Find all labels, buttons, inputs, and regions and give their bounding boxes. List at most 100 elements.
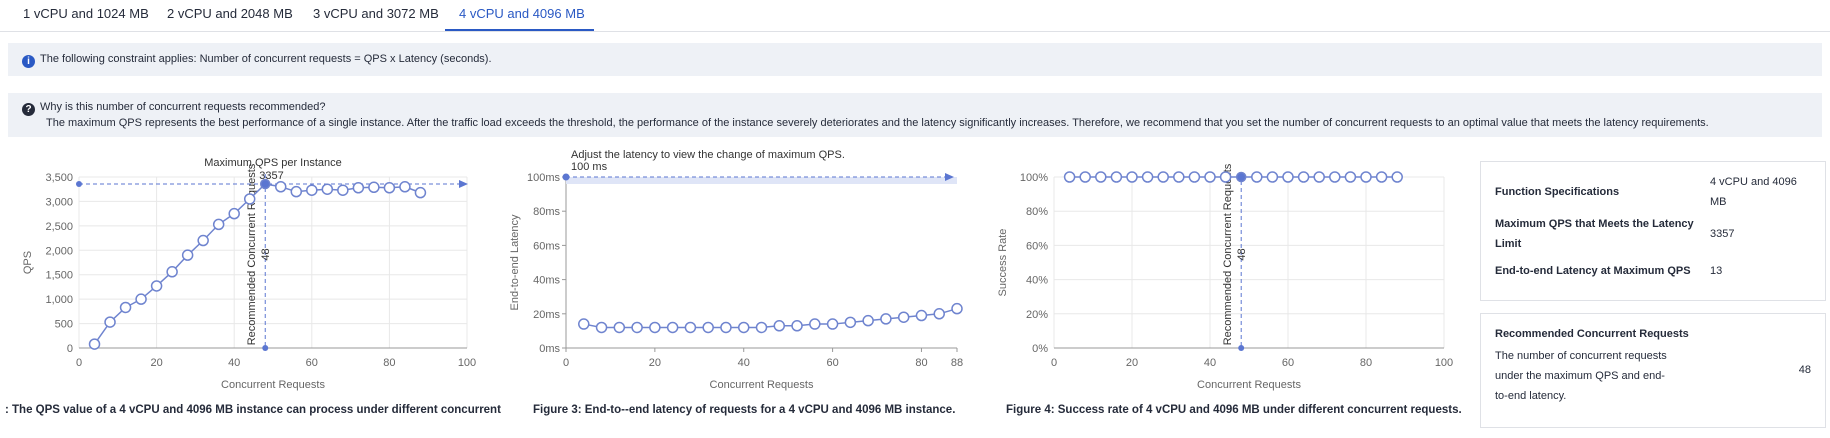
threshold-band	[566, 177, 957, 184]
tab[interactable]: 3 vCPU and 3072 MB	[313, 6, 439, 21]
data-point	[135, 293, 147, 305]
x-tick-label: 0	[1051, 357, 1057, 369]
data-point	[1188, 171, 1201, 183]
recommend-title: Recommended Concurrent Requests	[1495, 328, 1689, 340]
tab[interactable]: 4 vCPU and 4096 MB	[459, 6, 585, 21]
data-point	[826, 318, 839, 330]
charts: 0 500 1,000 1,500 2,000 2,500 3,000 3,500 0 20 40 6…	[22, 149, 1453, 391]
recommend-value: 48	[1798, 364, 1811, 376]
y-tick-label: 40ms	[533, 275, 560, 287]
threshold-handle	[562, 173, 570, 181]
tab[interactable]: 2 vCPU and 2048 MB	[167, 6, 293, 21]
x-tick-label: 100	[1435, 357, 1453, 369]
x-tick-label: 20	[150, 357, 162, 369]
data-point	[1110, 171, 1123, 183]
notice: i The following constraint applies: Numbe…	[8, 43, 1822, 76]
x-tick-label: 40	[228, 357, 240, 369]
info-icon: i	[22, 55, 35, 68]
y-tick-label: 60ms	[533, 240, 560, 252]
data-point	[1141, 171, 1154, 183]
y-tick-label: 80ms	[533, 206, 560, 218]
data-point	[897, 311, 910, 323]
data-point	[755, 321, 768, 334]
data-point	[1266, 171, 1279, 183]
data-point	[578, 318, 590, 330]
data-point	[1251, 171, 1263, 183]
data-point	[1219, 171, 1232, 183]
data-point	[649, 321, 661, 334]
y-tick-label: 3,000	[45, 196, 73, 208]
tab-underline	[445, 29, 594, 31]
data-point	[915, 309, 928, 322]
data-point	[1344, 171, 1357, 183]
data-point	[880, 313, 892, 325]
data-point	[1313, 171, 1325, 183]
tab[interactable]: 1 vCPU and 1024 MB	[23, 6, 149, 21]
y-axis-label: QPS	[22, 251, 34, 274]
data-point	[737, 321, 750, 334]
chart-title: Maximum QPS per Instance	[204, 157, 342, 169]
data-point	[119, 301, 132, 314]
chart-title: Adjust the latency to view the change of…	[571, 149, 845, 161]
recommended-value: 48	[260, 248, 272, 260]
data-point	[666, 321, 679, 334]
data-point	[368, 181, 380, 194]
x-tick-label: 100	[458, 357, 476, 369]
data-point	[862, 314, 874, 327]
data-point	[595, 321, 608, 334]
data-point	[212, 218, 225, 231]
x-tick-label: 88	[951, 357, 963, 369]
x-axis-label: Concurrent Requests	[221, 379, 325, 391]
recommended-label: Recommended Concurrent Requests	[1222, 163, 1234, 345]
notice-text: The following constraint applies: Number…	[40, 53, 492, 65]
why-text: The maximum QPS represents the best perf…	[46, 117, 1709, 129]
series-line	[583, 307, 958, 329]
caption: Figure 3: End-to--end latency of request…	[533, 404, 956, 416]
y-tick-label: 2,000	[45, 245, 73, 257]
x-tick-label: 20	[1126, 357, 1138, 369]
data-point	[1173, 171, 1185, 183]
data-point	[1063, 171, 1076, 183]
x-tick-label: 0	[563, 357, 569, 369]
y-tick-label: 1,000	[45, 294, 73, 306]
data-point	[1329, 171, 1341, 183]
data-point	[791, 320, 803, 332]
y-tick-label: 500	[55, 319, 73, 331]
y-axis-label: End-to-end Latency	[509, 214, 521, 311]
spec-value: 13	[1710, 265, 1723, 277]
data-point	[1375, 171, 1388, 183]
data-point	[166, 266, 178, 278]
y-tick-label: 0ms	[539, 343, 560, 355]
data-point	[809, 318, 821, 330]
recommended-label: Recommended Concurrent Requests	[246, 163, 258, 345]
data-point	[259, 178, 271, 190]
data-point	[1095, 171, 1107, 183]
data-point	[197, 234, 209, 247]
spec-label: Function Specifications	[1495, 186, 1620, 198]
data-point	[720, 321, 732, 334]
caption: Figure 4: Success rate of 4 vCPU and 409…	[1006, 404, 1462, 416]
caption: : The QPS value of a 4 vCPU and 4096 MB …	[5, 404, 501, 416]
data-point	[1126, 171, 1138, 183]
data-point	[1157, 171, 1169, 183]
tab-divider	[0, 31, 1830, 32]
recommend-text: The number of concurrent requests under …	[1495, 350, 1667, 402]
recommended-value: 48	[1236, 248, 1248, 260]
data-point	[181, 249, 194, 261]
spec-label: Maximum QPS that Meets the Latency Limit	[1495, 218, 1694, 250]
x-axis-label: Concurrent Requests	[1197, 379, 1301, 391]
data-point	[1391, 171, 1403, 183]
data-point	[228, 207, 240, 220]
data-point	[383, 181, 396, 194]
why-box: ? Why is this number of concurrent reques…	[8, 93, 1822, 137]
spec-value: 4 vCPU and 4096 MB	[1710, 176, 1797, 208]
help-icon: ?	[22, 103, 35, 116]
threshold-label: 100 ms	[571, 161, 608, 173]
data-point	[243, 193, 256, 205]
data-point	[631, 321, 643, 334]
data-point	[1235, 171, 1247, 183]
y-tick-label: 80%	[1026, 206, 1048, 218]
y-tick-label: 60%	[1026, 240, 1048, 252]
data-point	[951, 302, 963, 315]
data-point	[306, 184, 318, 196]
